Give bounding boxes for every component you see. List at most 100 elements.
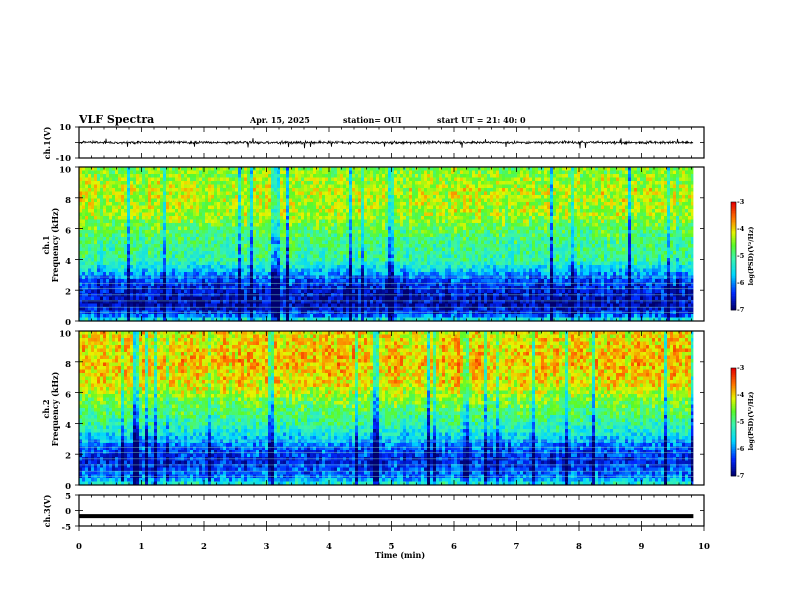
spectrogram-cell [307,198,310,202]
spectrogram-cell [169,202,172,206]
spectrogram-cell [505,174,508,178]
spectrogram-cell [595,226,598,230]
spectrogram-cell [379,198,382,202]
spectrogram-cell [676,230,679,234]
spectrogram-cell [499,226,502,230]
spectrogram-cell [190,233,193,237]
spectrogram-cell [178,244,181,248]
spectrogram-cell [391,167,394,171]
spectrogram-cell [274,205,277,209]
spectrogram-cell [121,247,124,251]
spectrogram-cell [532,247,535,251]
spectrogram-cell [367,237,370,241]
spectrogram-cell [223,226,226,230]
spectrogram-cell [673,237,676,241]
spectrogram-cell [454,247,457,251]
spectrogram-cell [301,177,304,181]
header-start-time: start UT = 21: 40: 0 [437,115,526,125]
spectrogram-cell [172,167,175,171]
spectrogram-cell [274,212,277,216]
spectrogram-cell [247,216,250,220]
spectrogram-cell [232,223,235,227]
spectrogram-cell [157,170,160,174]
spectrogram-cell [661,219,664,223]
spectrogram-cell [352,195,355,199]
spectrogram-cell [385,209,388,213]
spectrogram-cell [220,226,223,230]
spectrogram-cell [196,181,199,185]
spectrogram-cell [526,191,529,195]
spectrogram-cell [661,223,664,227]
spectrogram-cell [586,205,589,209]
spectrogram-cell [271,177,274,181]
spectrogram-cell [436,191,439,195]
spectrogram-cell [175,216,178,220]
spectrogram-cell [115,177,118,181]
spectrogram-cell [136,198,139,202]
spectrogram-cell [481,212,484,216]
spectrogram-cell [649,174,652,178]
spectrogram-cell [109,184,112,188]
spectrogram-cell [229,198,232,202]
spectrogram-cell [157,216,160,220]
spectrogram-cell [529,247,532,251]
spectrogram-cell [85,205,88,209]
spectrogram-cell [307,216,310,220]
ch1-ytick-minus10: -10 [56,154,71,164]
spectrogram-cell [340,247,343,251]
spectrogram-cell [376,174,379,178]
spectrogram-cell [136,247,139,251]
spectrogram-cell [469,233,472,237]
spectrogram-cell [520,219,523,223]
spectrogram-cell [523,198,526,202]
spectrogram-cell [394,167,397,171]
spectrogram-cell [523,195,526,199]
spectrogram-cell [589,191,592,195]
spectrogram-cell [262,205,265,209]
spectrogram-cell [145,223,148,227]
spectrogram-cell [526,212,529,216]
spectrogram-cell [94,198,97,202]
spectrogram-cell [100,167,103,171]
spectrogram-cell [292,209,295,213]
spectrogram-cell [247,209,250,213]
spectrogram-cell [109,223,112,227]
spectrogram-cell [265,233,268,237]
spectrogram-cell [523,216,526,220]
spectrogram-cell [85,240,88,244]
spectrogram-cell [691,174,694,178]
spectrogram-cell [610,170,613,174]
spectrogram-cell [325,216,328,220]
spectrogram-cell [292,170,295,174]
spectrogram-cell [415,223,418,227]
spectrogram-cell [616,205,619,209]
spectrogram-cell [655,226,658,230]
spectrogram-cell [556,240,559,244]
spectrogram-cell [685,202,688,206]
spectrogram-cell [361,202,364,206]
spectrogram-cell [382,216,385,220]
spectrogram-cell [685,237,688,241]
spectrogram-cell [538,188,541,192]
spectrogram-cell [526,177,529,181]
spectrogram-cell [619,212,622,216]
spectrogram-cell [187,174,190,178]
spectrogram-cell [271,226,274,230]
spectrogram-cell [604,202,607,206]
spectrogram-cell [436,188,439,192]
spectrogram-cell [400,233,403,237]
spectrogram-cell [574,212,577,216]
spectrogram-cell [553,167,556,171]
spectrogram-cell [418,174,421,178]
spectrogram-cell [646,177,649,181]
spectrogram-cell [634,184,637,188]
spectrogram-cell [481,223,484,227]
spectrogram-cell [214,202,217,206]
spectrogram-cell [610,240,613,244]
spectrogram-cell [685,174,688,178]
spectrogram-cell [109,240,112,244]
spectrogram-cell [592,244,595,248]
spectrogram-cell [430,167,433,171]
spectrogram-cell [217,205,220,209]
spectrogram-cell [334,226,337,230]
